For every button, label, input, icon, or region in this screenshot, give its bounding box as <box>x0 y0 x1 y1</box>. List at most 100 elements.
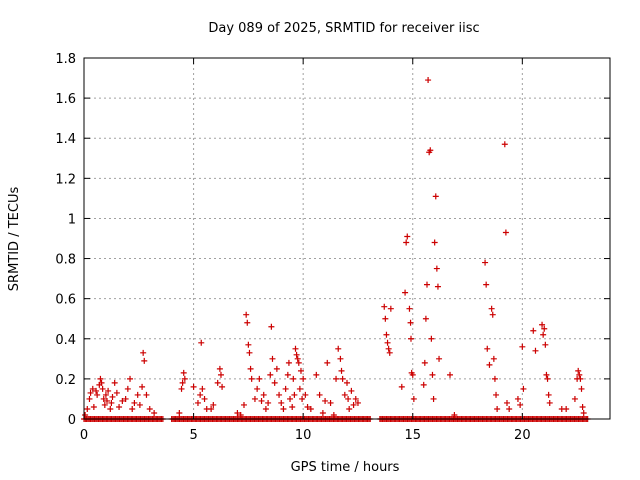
data-point <box>386 349 393 356</box>
data-point <box>324 359 331 366</box>
data-point <box>271 379 278 386</box>
data-point <box>540 331 547 338</box>
data-point <box>404 233 411 240</box>
data-point <box>532 347 539 354</box>
data-point <box>431 239 438 246</box>
x-axis-label: GPS time / hours <box>291 460 400 475</box>
data-point <box>84 405 91 412</box>
data-point <box>520 385 527 392</box>
data-point <box>420 381 427 388</box>
data-point <box>296 385 303 392</box>
data-point <box>107 405 114 412</box>
plot-frame <box>83 57 611 420</box>
data-point <box>429 371 436 378</box>
data-point <box>539 321 546 328</box>
data-point <box>578 385 585 392</box>
data-point <box>194 399 201 406</box>
data-point <box>300 375 307 382</box>
data-point <box>571 395 578 402</box>
data-point <box>105 387 112 394</box>
data-point <box>350 401 357 408</box>
axis-ticks: 0 0.2 0.4 0.6 0.8 1 1.2 1.4 1.6 1.8 0 5 10 15 20 <box>55 52 610 443</box>
data-point <box>409 371 416 378</box>
data-point <box>346 405 353 412</box>
y-tick-label: 0.4 <box>55 333 76 348</box>
y-tick-label: 1.4 <box>55 132 76 147</box>
grid-lines <box>84 58 610 419</box>
data-point <box>90 403 97 410</box>
data-point <box>198 339 205 346</box>
data-point <box>190 383 197 390</box>
data-point <box>407 319 414 326</box>
data-point <box>545 391 552 398</box>
y-tick-label: 0.2 <box>55 373 76 388</box>
data-point <box>501 141 508 148</box>
data-point <box>381 303 388 310</box>
data-point <box>244 319 251 326</box>
data-point <box>543 371 550 378</box>
data-point <box>199 385 206 392</box>
data-point <box>484 345 491 352</box>
data-point <box>580 409 587 416</box>
data-point <box>488 305 495 312</box>
data-point <box>519 343 526 350</box>
data-point <box>237 411 244 418</box>
data-point <box>269 355 276 362</box>
data-point <box>97 375 104 382</box>
data-point <box>432 193 439 200</box>
data-point <box>129 405 136 412</box>
data-point <box>530 327 537 334</box>
data-point <box>451 411 458 418</box>
x-tick-label: 15 <box>404 428 421 443</box>
data-point <box>243 311 250 318</box>
data-point <box>268 323 275 330</box>
data-point <box>406 305 413 312</box>
data-point <box>410 395 417 402</box>
data-point <box>338 367 345 374</box>
data-point <box>542 341 549 348</box>
data-point <box>86 395 93 402</box>
data-point <box>398 383 405 390</box>
data-point <box>382 315 389 322</box>
data-point <box>517 401 524 408</box>
data-point <box>337 355 344 362</box>
data-point <box>217 371 224 378</box>
x-tick-label: 20 <box>514 428 531 443</box>
data-point <box>299 395 306 402</box>
data-point <box>131 399 138 406</box>
data-point <box>344 379 350 386</box>
y-tick-label: 0 <box>68 413 76 428</box>
data-point <box>276 391 283 398</box>
data-point <box>289 403 296 410</box>
data-point <box>292 345 299 352</box>
data-point <box>503 399 510 406</box>
y-tick-label: 1 <box>68 212 76 227</box>
data-point <box>214 379 221 386</box>
data-point <box>284 371 291 378</box>
data-point <box>143 391 150 398</box>
data-point <box>219 383 226 390</box>
data-point <box>234 409 241 416</box>
data-point <box>119 397 126 404</box>
data-point <box>181 375 188 382</box>
data-point <box>563 405 570 412</box>
data-point <box>98 379 105 386</box>
data-point <box>433 265 440 272</box>
data-point <box>575 367 582 374</box>
data-point <box>576 371 583 378</box>
data-point <box>295 359 302 366</box>
data-point <box>345 395 352 402</box>
data-point <box>354 399 361 406</box>
data-point <box>493 391 500 398</box>
data-point <box>201 395 208 402</box>
data-point <box>502 229 509 236</box>
data-point <box>294 355 301 362</box>
data-point <box>251 395 258 402</box>
data-point <box>267 371 274 378</box>
y-tick-label: 0.8 <box>55 253 76 268</box>
data-point <box>302 391 309 398</box>
data-point <box>494 405 501 412</box>
data-point <box>139 383 146 390</box>
data-point <box>384 339 391 346</box>
